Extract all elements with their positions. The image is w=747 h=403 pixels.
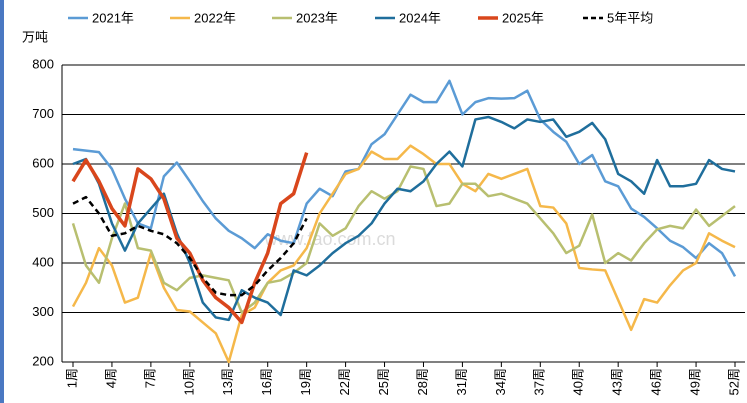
x-tick-label: 4周 <box>103 368 118 388</box>
y-tick-label: 800 <box>32 56 54 71</box>
x-tick-label: 37周 <box>532 368 547 395</box>
x-tick-label: 34周 <box>493 368 508 395</box>
legend-label: 2023年 <box>296 10 338 25</box>
x-tick-label: 31周 <box>454 368 469 395</box>
x-tick-label: 46周 <box>649 368 664 395</box>
y-tick-label: 200 <box>32 353 54 368</box>
x-tick-label: 19周 <box>298 368 313 395</box>
x-tick-label: 22周 <box>337 368 352 395</box>
left-border <box>0 0 4 403</box>
legend-label: 2025年 <box>502 10 544 25</box>
x-tick-label: 52周 <box>726 368 741 395</box>
x-tick-label: 40周 <box>571 368 586 395</box>
x-tick-label: 13周 <box>220 368 235 395</box>
y-tick-label: 700 <box>32 106 54 121</box>
series-line <box>72 79 737 277</box>
y-tick-label: 500 <box>32 205 54 220</box>
legend-label: 2022年 <box>194 10 236 25</box>
series-line <box>72 195 308 297</box>
series-line <box>71 152 309 325</box>
x-tick-label: 25周 <box>376 368 391 395</box>
series-line <box>71 165 736 314</box>
x-tick-label: 49周 <box>687 368 702 395</box>
legend-label: 2024年 <box>399 10 441 25</box>
series-line <box>71 144 736 364</box>
legend-label: 5年平均 <box>607 10 653 25</box>
series-line <box>72 115 736 322</box>
legend-label: 2021年 <box>92 10 134 25</box>
y-tick-label: 400 <box>32 254 54 269</box>
y-unit-label: 万吨 <box>22 29 48 44</box>
x-tick-label: 16周 <box>259 368 274 395</box>
y-tick-label: 300 <box>32 304 54 319</box>
y-tick-label: 600 <box>32 155 54 170</box>
x-tick-label: 1周 <box>64 368 79 388</box>
x-tick-label: 10周 <box>181 368 196 395</box>
x-tick-label: 43周 <box>610 368 625 395</box>
x-tick-label: 7周 <box>142 368 157 388</box>
x-tick-label: 28周 <box>415 368 430 395</box>
